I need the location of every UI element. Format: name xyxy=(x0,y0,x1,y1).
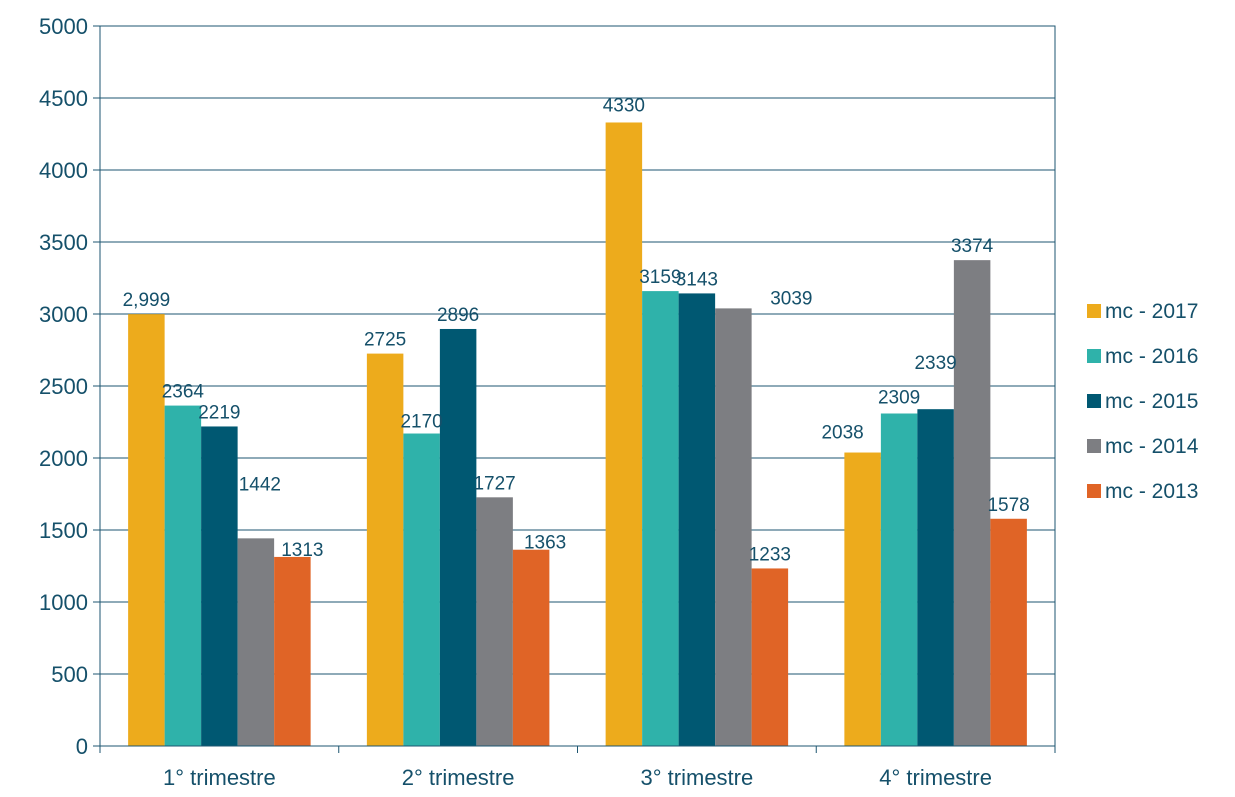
legend-swatch xyxy=(1087,439,1101,453)
data-label: 3039 xyxy=(770,288,812,309)
bar xyxy=(366,353,404,746)
data-label: 2170 xyxy=(400,412,442,433)
y-tick-label: 1500 xyxy=(39,518,88,543)
bar xyxy=(476,497,513,746)
bar xyxy=(605,122,643,747)
bar xyxy=(642,291,679,746)
data-label: 2309 xyxy=(878,388,920,409)
y-tick-label: 0 xyxy=(76,734,88,759)
bar xyxy=(128,314,165,746)
y-tick-label: 4000 xyxy=(39,158,88,183)
bar xyxy=(164,405,202,746)
data-label: 4330 xyxy=(603,95,645,116)
bar xyxy=(990,518,1027,746)
bar xyxy=(953,260,991,746)
data-label: 3159 xyxy=(639,267,681,288)
y-tick-label: 2000 xyxy=(39,446,88,471)
legend: mc - 2017 mc - 2016 mc - 2015 mc - 2014 mc -… xyxy=(1087,300,1199,503)
y-tick-label: 3000 xyxy=(39,302,88,327)
data-label: 1727 xyxy=(473,473,515,494)
bar xyxy=(237,538,275,746)
data-label: 1233 xyxy=(749,544,791,565)
data-label: 2364 xyxy=(162,382,205,403)
bar xyxy=(844,452,881,746)
x-category-label: 2° trimestre xyxy=(402,765,515,790)
y-axis-ticks: 0 500 1000 1500 2000 2500 3000 3500 4000 4500 5000 xyxy=(39,14,100,759)
legend-swatch xyxy=(1087,394,1101,408)
data-label: 3143 xyxy=(676,269,718,290)
data-label: 2725 xyxy=(364,330,406,351)
legend-swatch xyxy=(1087,304,1101,318)
bar xyxy=(274,556,311,746)
data-label: 2038 xyxy=(821,423,863,444)
bar xyxy=(880,413,918,746)
data-label: 1363 xyxy=(524,533,566,554)
x-category-label: 3° trimestre xyxy=(641,765,754,790)
bars xyxy=(128,122,1027,747)
y-tick-label: 5000 xyxy=(39,14,88,39)
legend-label: mc - 2015 xyxy=(1105,390,1198,413)
bar xyxy=(678,293,716,746)
data-label: 2896 xyxy=(437,305,479,326)
data-label: 3374 xyxy=(951,236,994,257)
y-tick-label: 500 xyxy=(51,662,88,687)
y-tick-label: 3500 xyxy=(39,230,88,255)
bar xyxy=(751,568,789,746)
y-tick-label: 4500 xyxy=(39,86,88,111)
legend-label: mc - 2014 xyxy=(1105,435,1199,458)
y-tick-label: 1000 xyxy=(39,590,88,615)
legend-label: mc - 2013 xyxy=(1105,480,1198,503)
data-label: 1578 xyxy=(987,495,1029,516)
bar xyxy=(715,308,752,746)
bar xyxy=(917,409,954,746)
legend-swatch xyxy=(1087,349,1101,363)
data-label: 1442 xyxy=(239,474,281,495)
legend-swatch xyxy=(1087,484,1101,498)
bar xyxy=(403,433,440,746)
bar xyxy=(512,549,550,746)
data-label: 2219 xyxy=(198,402,240,423)
data-label: 1313 xyxy=(281,540,323,561)
x-axis-categories: 1° trimestre 2° trimestre 3° trimestre 4° t… xyxy=(99,746,1056,790)
x-category-label: 1° trimestre xyxy=(163,765,276,790)
y-tick-label: 2500 xyxy=(39,374,88,399)
data-label: 2,999 xyxy=(123,290,171,311)
legend-label: mc - 2016 xyxy=(1105,345,1198,368)
x-category-label: 4° trimestre xyxy=(879,765,992,790)
data-label: 2339 xyxy=(914,353,956,374)
bar xyxy=(201,426,238,746)
legend-label: mc - 2017 xyxy=(1105,300,1198,323)
bar xyxy=(439,328,477,746)
